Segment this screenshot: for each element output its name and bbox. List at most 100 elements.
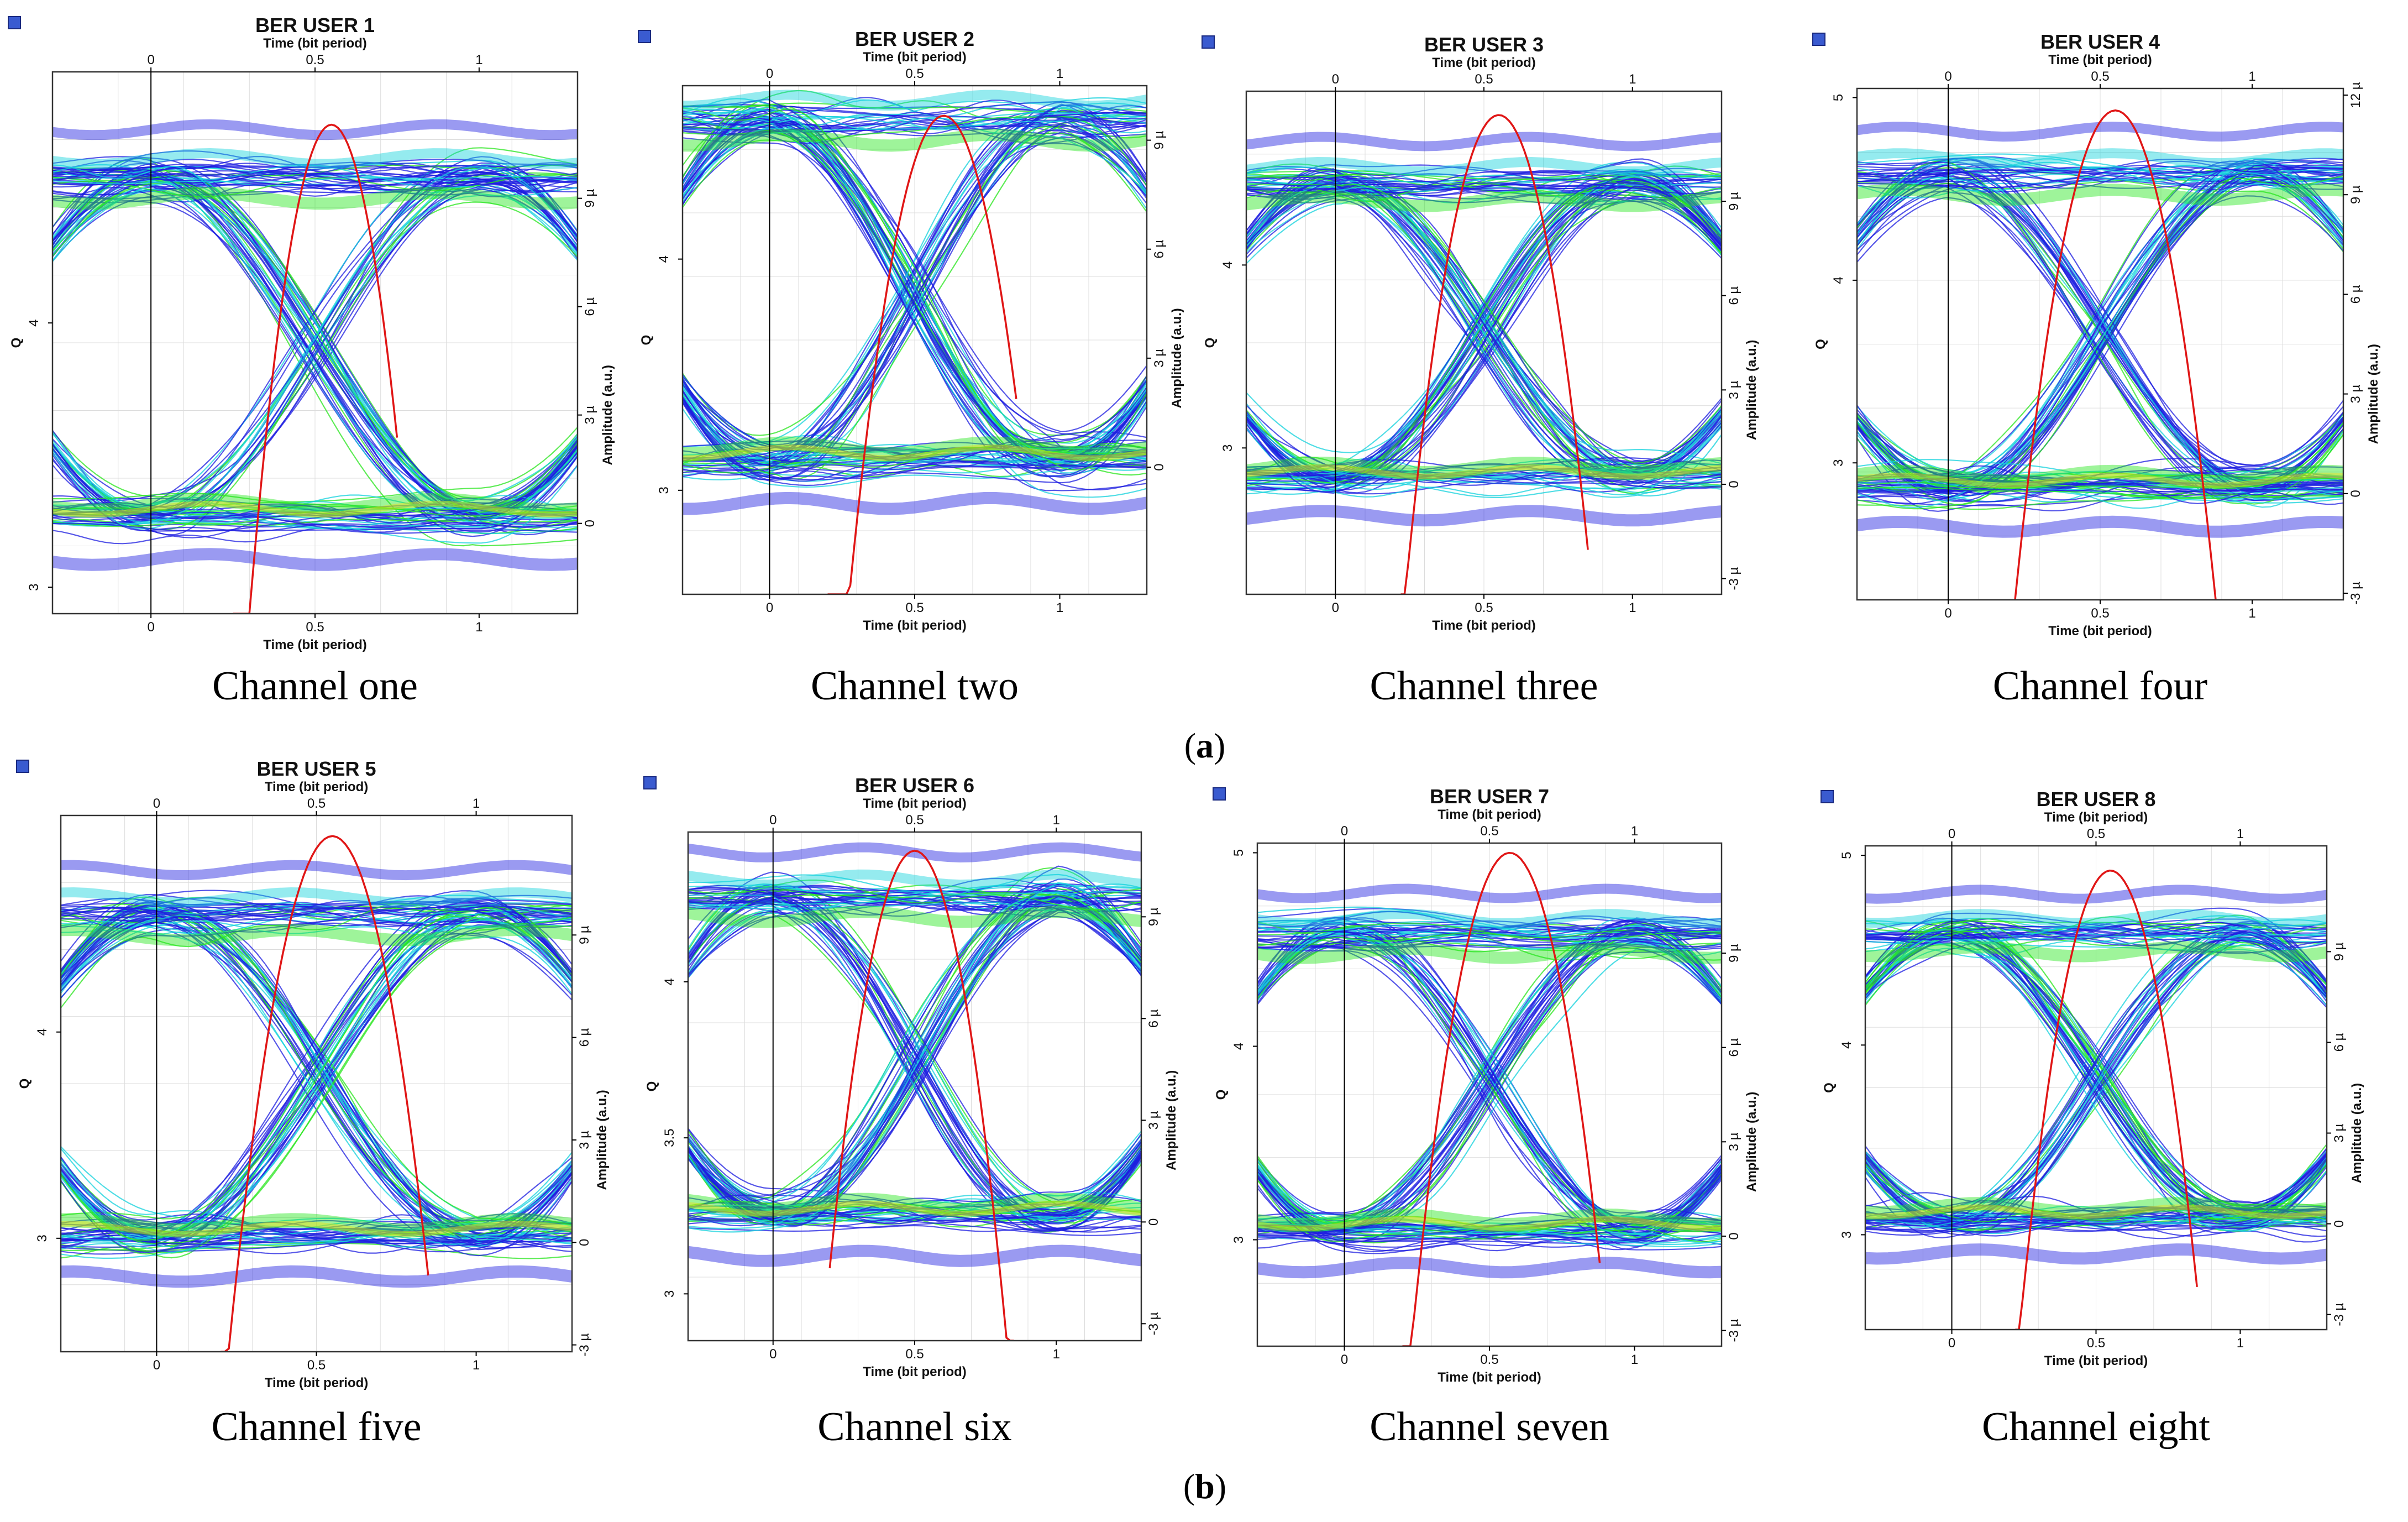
eye-rail-band — [688, 842, 1141, 863]
panel-title: BER USER 7 — [1430, 785, 1549, 808]
amp-tick-label: 6 µ — [1146, 1009, 1161, 1028]
eye-trace — [53, 159, 578, 243]
q-axis-label: Q — [1203, 338, 1218, 348]
eye-trace — [1865, 1166, 2327, 1229]
q-axis-label: Q — [1813, 339, 1828, 349]
amp-tick-label: 9 µ — [577, 925, 592, 944]
eye-rail-band — [683, 444, 1147, 461]
amp-tick-label: 12 µ — [2348, 82, 2363, 108]
panel-title: BER USER 5 — [256, 757, 376, 780]
eye-trace — [1857, 409, 2343, 483]
eye-rail-band — [1857, 122, 2343, 142]
amp-tick-label: 3 µ — [583, 406, 597, 425]
eye-trace — [53, 442, 578, 512]
eye-trace — [688, 1149, 1141, 1224]
eye-trace — [61, 920, 572, 1240]
eye-trace — [1857, 405, 2343, 505]
eye-rail-band — [61, 923, 572, 946]
q-tick-label: 4 — [1839, 1042, 1854, 1049]
eye-trace — [1865, 1221, 2327, 1239]
amp-tick-label: 9 µ — [1146, 907, 1161, 926]
q-axis-label: Q — [1214, 1090, 1229, 1100]
eye-rail-band — [1857, 472, 2343, 488]
eye-rail-band — [1865, 1197, 2327, 1221]
eye-trace — [1857, 422, 2343, 488]
eye-trace — [53, 188, 578, 515]
bottom-axis-label: Time (bit period) — [1432, 618, 1536, 633]
eye-rail-band — [1257, 883, 1722, 903]
x-tick-label-bottom: 0.5 — [1480, 1352, 1498, 1367]
amp-axis-label: Amplitude (a.u.) — [1744, 1092, 1759, 1192]
window-icon — [16, 760, 29, 773]
x-tick-label-top: 0 — [153, 796, 160, 811]
panel-title: BER USER 2 — [855, 28, 974, 50]
amp-tick-label: 6 µ — [583, 297, 597, 316]
x-tick-label-top: 0.5 — [307, 796, 326, 811]
amp-tick-label: -3 µ — [2348, 582, 2363, 605]
eye-trace — [1257, 1177, 1722, 1244]
q-tick-label: 3 — [35, 1235, 50, 1242]
eye-trace — [1246, 411, 1722, 476]
eye-rail-band — [683, 90, 1147, 111]
x-tick-label-bottom: 0 — [153, 1358, 160, 1373]
eye-trace — [1257, 922, 1722, 943]
eye-trace — [1857, 487, 2343, 499]
eye-trace — [688, 1201, 1141, 1215]
eye-trace — [1257, 1169, 1722, 1237]
eye-trace — [53, 166, 578, 524]
q-axis-label: Q — [639, 335, 654, 346]
eye-trace — [1246, 427, 1722, 498]
bottom-axis-label: Time (bit period) — [263, 637, 367, 652]
eye-trace — [1865, 930, 2327, 1207]
x-tick-label-bottom: 1 — [1631, 1352, 1638, 1367]
eye-trace — [1865, 1151, 2327, 1223]
eye-rail-band — [1246, 132, 1722, 151]
amp-axis-label: Amplitude (a.u.) — [1164, 1070, 1179, 1170]
amp-axis-label: Amplitude (a.u.) — [1169, 308, 1184, 408]
x-tick-label-top: 1 — [1631, 824, 1638, 839]
top-axis-label: Time (bit period) — [265, 780, 369, 794]
eye-trace — [61, 1170, 572, 1245]
eye-trace — [1865, 1163, 2327, 1223]
x-tick-label-bottom: 0.5 — [307, 1358, 326, 1373]
eye-trace — [61, 897, 572, 1236]
eye-rail-band — [1865, 1243, 2327, 1265]
eye-trace — [688, 906, 1141, 1224]
eye-trace — [1246, 177, 1722, 245]
panel-title: BER USER 8 — [2036, 788, 2155, 810]
eye-trace — [1865, 939, 2327, 1218]
eye-trace — [1257, 920, 1722, 1223]
x-tick-label-top: 1 — [2237, 827, 2244, 841]
amp-tick-label: 3 µ — [1146, 1111, 1161, 1129]
q-axis-label: Q — [644, 1081, 659, 1092]
eye-traces — [683, 90, 1147, 515]
eye-trace — [1857, 459, 2343, 494]
eye-trace — [53, 162, 578, 516]
eye-trace — [53, 449, 578, 534]
eye-trace — [683, 112, 1147, 472]
x-tick-label-top: 0 — [147, 53, 154, 67]
eye-trace — [1857, 177, 2343, 500]
q-tick-label: 5 — [1231, 849, 1246, 856]
eye-trace — [53, 173, 578, 245]
top-axis-label: Time (bit period) — [863, 796, 967, 811]
q-tick-label: 4 — [657, 255, 671, 263]
eye-trace — [683, 102, 1147, 460]
sub-caption-b: (b) — [1183, 1467, 1226, 1506]
eye-trace — [53, 192, 578, 533]
x-tick-label-top: 0.5 — [1475, 72, 1493, 87]
x-tick-label-top: 0.5 — [306, 53, 324, 67]
q-factor-curve — [2014, 109, 2217, 600]
eye-trace — [1257, 1187, 1722, 1254]
eye-trace — [683, 127, 1147, 457]
eye-trace — [61, 896, 572, 1239]
eye-trace — [688, 887, 1141, 1232]
x-tick-label-top: 1 — [1056, 66, 1063, 81]
amp-tick-label: 3 µ — [2348, 385, 2363, 404]
eye-trace — [1246, 177, 1722, 493]
x-tick-label-bottom: 0.5 — [905, 1347, 924, 1362]
x-tick-label-top: 1 — [1629, 72, 1636, 87]
eye-trace — [61, 916, 572, 1239]
x-tick-label-top: 0.5 — [2091, 69, 2109, 84]
